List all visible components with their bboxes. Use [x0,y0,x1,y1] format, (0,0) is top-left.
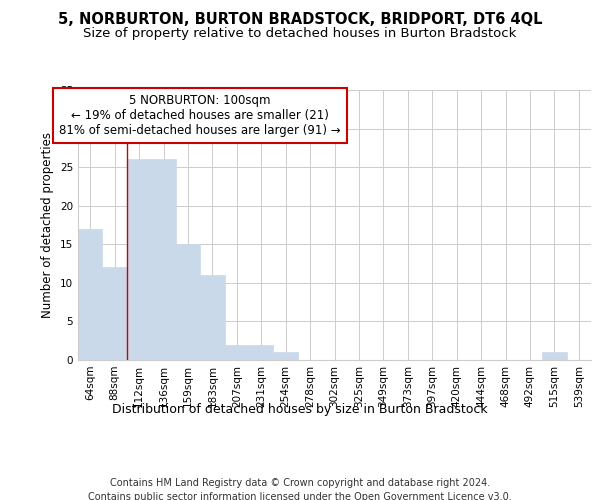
Bar [200,275,224,360]
Bar [224,344,249,360]
Bar [542,352,566,360]
Bar [249,344,274,360]
Bar [78,229,103,360]
Text: Size of property relative to detached houses in Burton Bradstock: Size of property relative to detached ho… [83,28,517,40]
Text: Distribution of detached houses by size in Burton Bradstock: Distribution of detached houses by size … [112,402,488,415]
Text: Contains HM Land Registry data © Crown copyright and database right 2024.
Contai: Contains HM Land Registry data © Crown c… [88,478,512,500]
Text: 5 NORBURTON: 100sqm
← 19% of detached houses are smaller (21)
81% of semi-detach: 5 NORBURTON: 100sqm ← 19% of detached ho… [59,94,341,137]
Bar [127,160,151,360]
Bar [274,352,298,360]
Bar [176,244,200,360]
Y-axis label: Number of detached properties: Number of detached properties [41,132,55,318]
Bar [103,268,127,360]
Text: 5, NORBURTON, BURTON BRADSTOCK, BRIDPORT, DT6 4QL: 5, NORBURTON, BURTON BRADSTOCK, BRIDPORT… [58,12,542,28]
Bar [151,160,176,360]
